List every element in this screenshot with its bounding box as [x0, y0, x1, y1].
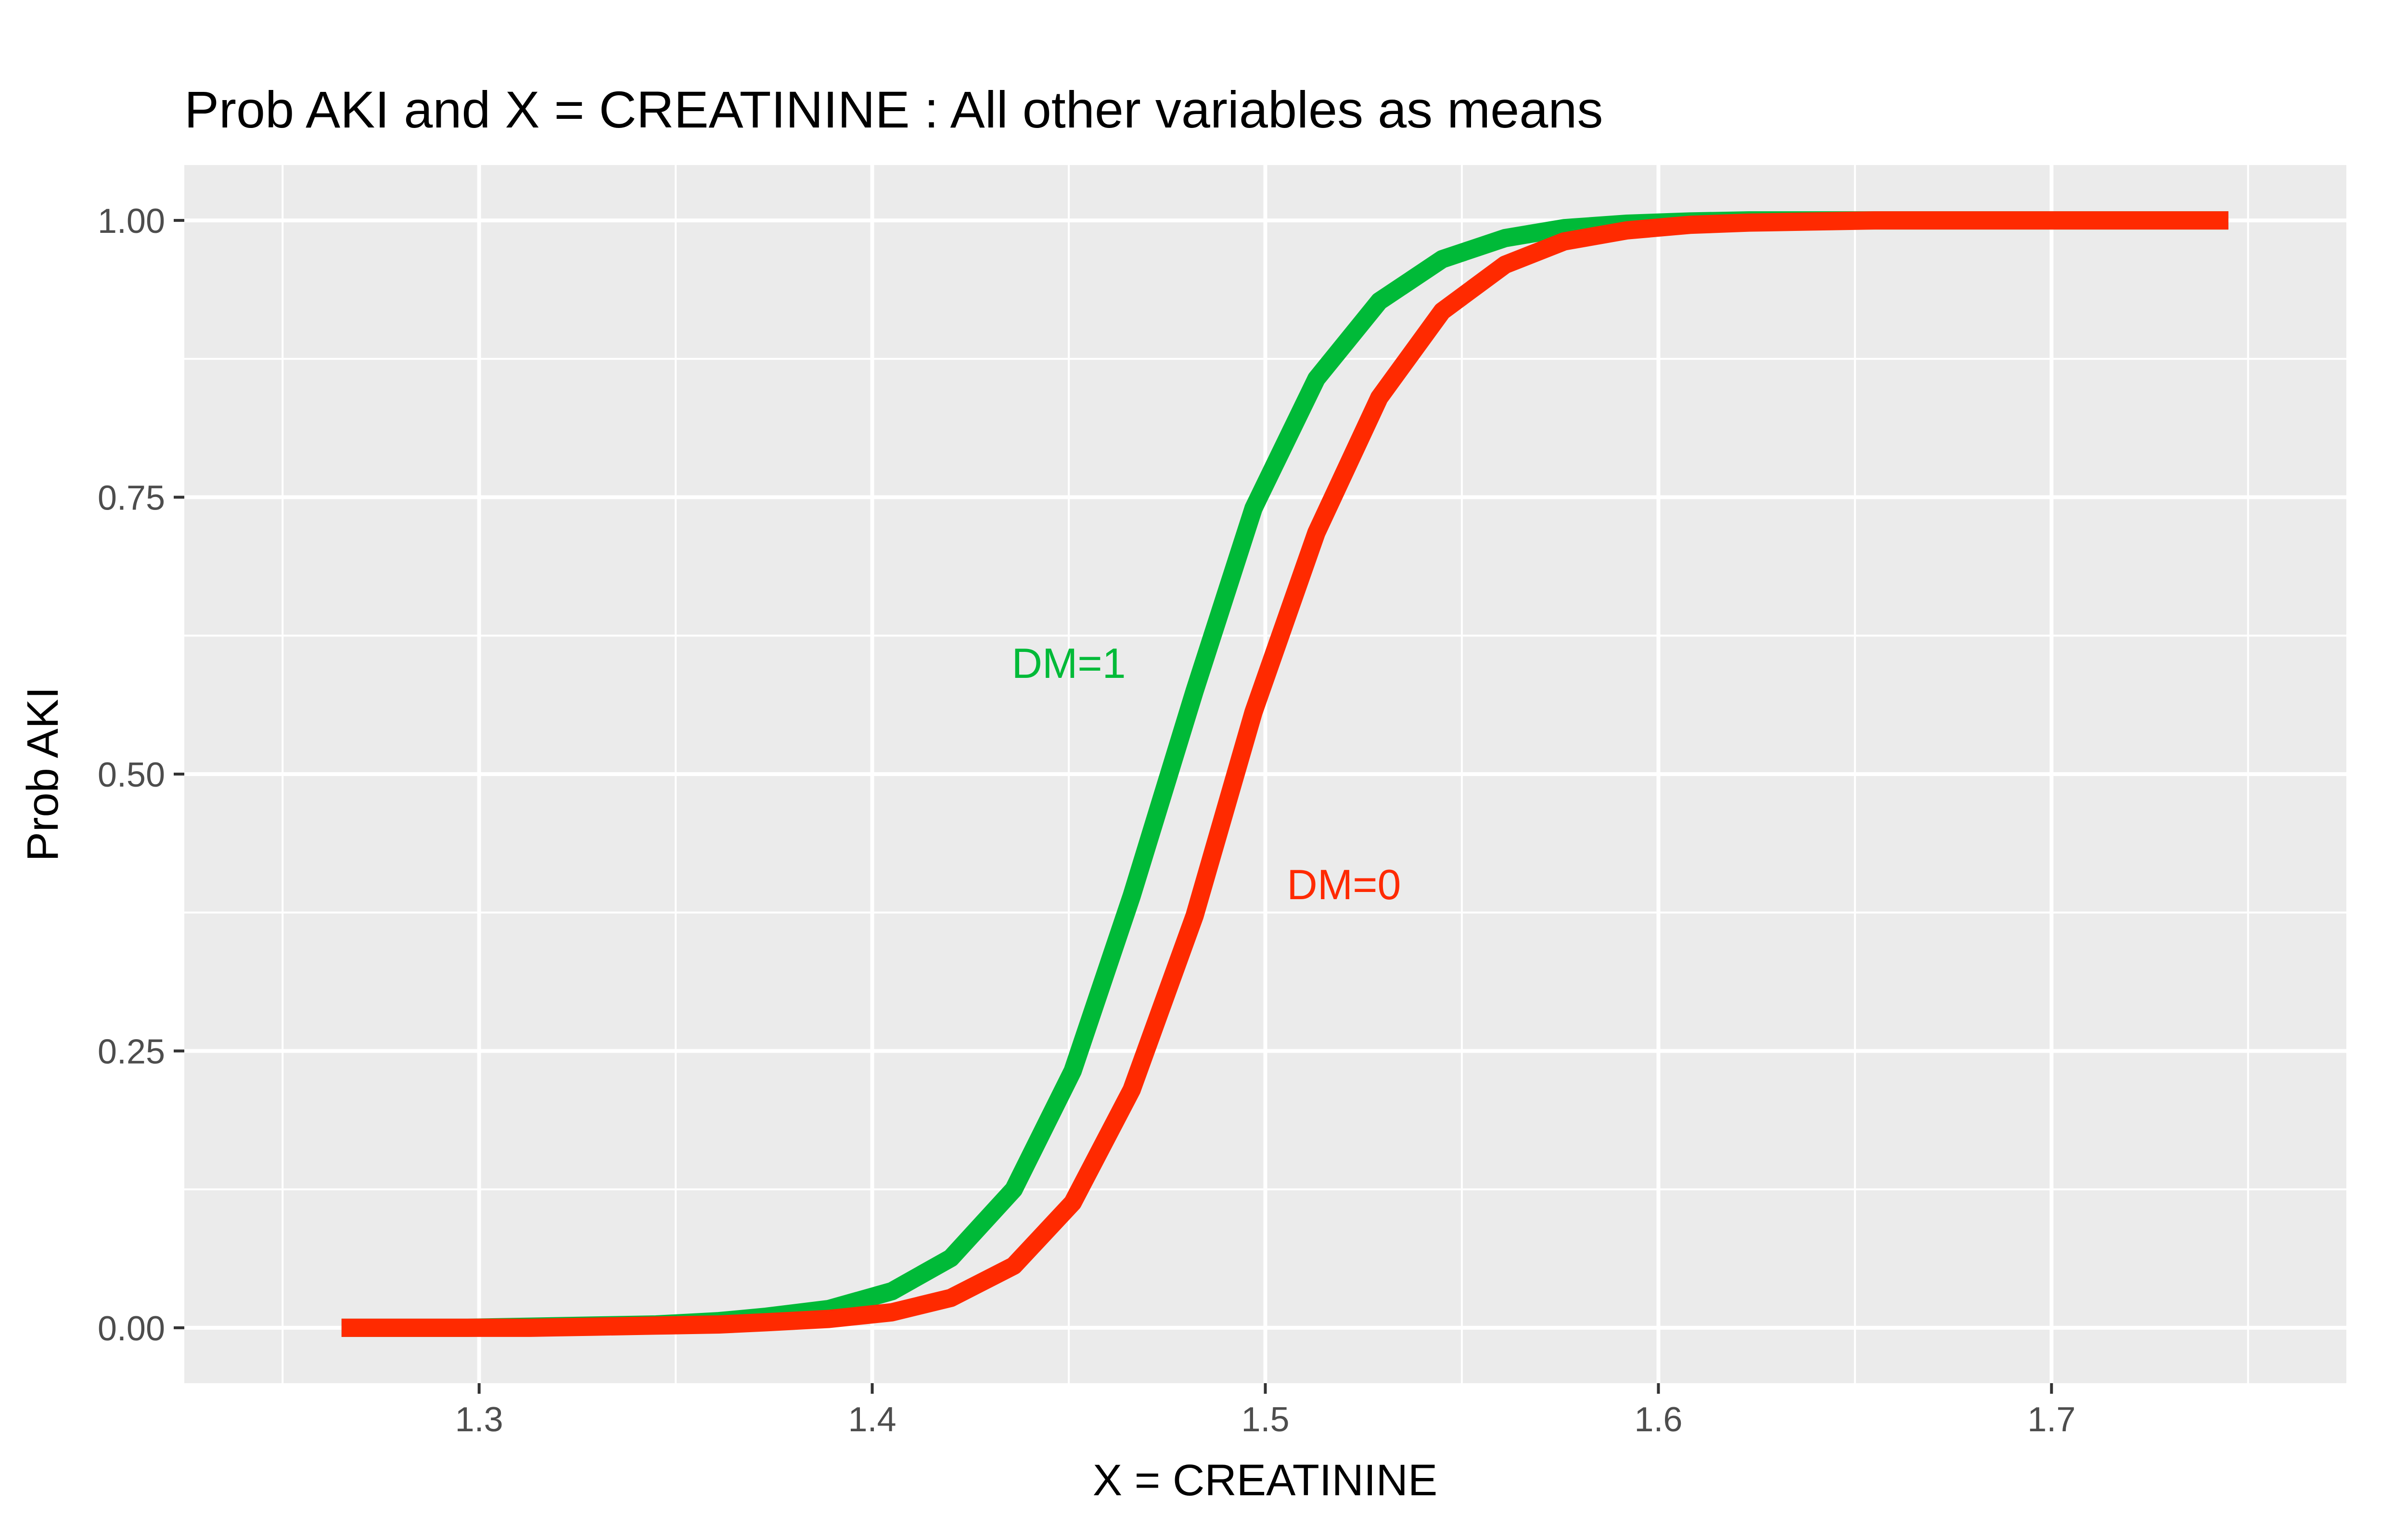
x-tick-label: 1.6	[1634, 1400, 1682, 1439]
y-tick-label: 0.50	[98, 756, 165, 794]
y-tick-label: 0.00	[98, 1310, 165, 1348]
series-line-dm-0	[341, 211, 2228, 1337]
y-tick-label: 0.75	[98, 479, 165, 518]
series-layer	[341, 211, 2228, 1337]
x-axis-title: X = CREATININE	[1093, 1456, 1438, 1505]
series-label-dm-0: DM=0	[1287, 861, 1401, 908]
x-tick-label: 1.7	[2027, 1400, 2075, 1439]
y-tick-label: 1.00	[98, 202, 165, 241]
series-labels: DM=1 DM=0	[1011, 639, 1401, 908]
series-label-dm-1: DM=1	[1011, 639, 1126, 687]
y-axis: 0.00 0.25 0.50 0.75 1.00	[98, 202, 184, 1348]
y-tick-label: 0.25	[98, 1032, 165, 1071]
x-tick-label: 1.4	[848, 1400, 896, 1439]
chart-title: Prob AKI and X = CREATININE : All other …	[184, 80, 1603, 139]
x-axis: 1.3 1.4 1.5 1.6 1.7	[455, 1383, 2075, 1439]
x-tick-label: 1.5	[1241, 1400, 1289, 1439]
x-tick-label: 1.3	[455, 1400, 503, 1439]
y-axis-title: Prob AKI	[18, 687, 67, 861]
